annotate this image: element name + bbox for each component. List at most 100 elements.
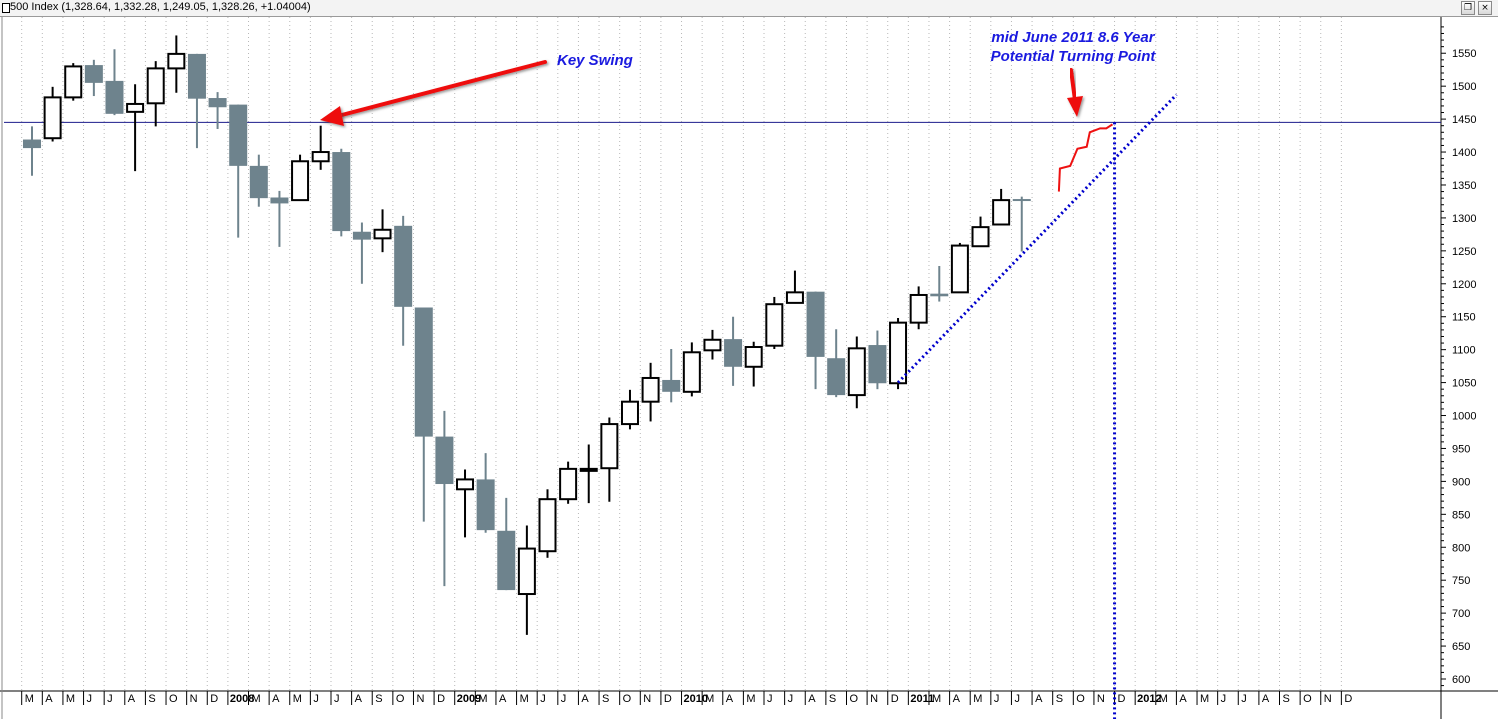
x-tick-label: O bbox=[1076, 693, 1085, 705]
candle-body bbox=[249, 165, 268, 199]
x-tick-label: A bbox=[499, 693, 507, 705]
x-tick-label: M bbox=[932, 693, 941, 705]
x-tick-label: J bbox=[87, 693, 93, 705]
x-tick-label: J bbox=[994, 693, 1000, 705]
x-tick-label: A bbox=[1262, 693, 1270, 705]
x-tick-label: D bbox=[1118, 693, 1126, 705]
x-tick-label: M bbox=[973, 693, 982, 705]
x-tick-label: M bbox=[705, 693, 714, 705]
key-swing-arrow bbox=[336, 60, 547, 118]
y-tick-label: 600 bbox=[1452, 674, 1470, 686]
x-tick-label: A bbox=[953, 693, 961, 705]
y-tick-label: 1050 bbox=[1452, 378, 1476, 390]
y-tick-label: 950 bbox=[1452, 443, 1470, 455]
x-tick-label: D bbox=[1344, 693, 1352, 705]
candle-body bbox=[497, 530, 516, 591]
x-tick-label: N bbox=[1324, 693, 1332, 705]
x-tick-label: J bbox=[1241, 693, 1247, 705]
x-tick-label: A bbox=[272, 693, 280, 705]
turning-point-arrowhead bbox=[1067, 96, 1083, 117]
y-tick-label: 1400 bbox=[1452, 147, 1476, 159]
turning-point-label-line1: mid June 2011 8.6 Year bbox=[991, 29, 1155, 46]
x-tick-label: D bbox=[437, 693, 445, 705]
x-tick-label: A bbox=[726, 693, 734, 705]
x-tick-label: M bbox=[478, 693, 487, 705]
series-swatch-icon bbox=[2, 3, 10, 13]
x-tick-label: J bbox=[788, 693, 794, 705]
candle-body bbox=[146, 67, 165, 105]
series-title: 500 Index (1,328.64, 1,332.28, 1,249.05,… bbox=[10, 1, 311, 13]
y-tick-label: 1500 bbox=[1452, 81, 1476, 93]
candle-body bbox=[373, 228, 392, 240]
candle-body bbox=[352, 231, 371, 240]
candle-body bbox=[208, 98, 227, 108]
candle-body bbox=[311, 151, 330, 163]
candle-body bbox=[559, 467, 578, 501]
x-tick-label: J bbox=[767, 693, 773, 705]
candle-body bbox=[950, 244, 969, 294]
candle-body bbox=[662, 379, 681, 392]
x-tick-label: O bbox=[169, 693, 178, 705]
candle-body bbox=[332, 152, 351, 232]
x-tick-label: D bbox=[891, 693, 899, 705]
x-tick-label: N bbox=[1097, 693, 1105, 705]
title-bar: 500 Index (1,328.64, 1,332.28, 1,249.05,… bbox=[0, 0, 1498, 17]
x-tick-label: O bbox=[623, 693, 632, 705]
candle-body bbox=[827, 358, 846, 396]
close-window-button[interactable]: × bbox=[1478, 1, 1492, 15]
x-tick-label: A bbox=[1035, 693, 1043, 705]
x-tick-label: M bbox=[1159, 693, 1168, 705]
candle-body bbox=[167, 52, 186, 70]
restore-window-button[interactable]: ❐ bbox=[1461, 1, 1475, 15]
x-tick-label: S bbox=[375, 693, 382, 705]
x-tick-label: D bbox=[210, 693, 218, 705]
x-tick-label: A bbox=[45, 693, 53, 705]
key-swing-arrowhead bbox=[320, 106, 344, 126]
x-tick-label: J bbox=[540, 693, 546, 705]
y-tick-label: 800 bbox=[1452, 542, 1470, 554]
x-tick-label: M bbox=[293, 693, 302, 705]
x-tick-label: J bbox=[313, 693, 319, 705]
x-tick-label: A bbox=[808, 693, 816, 705]
x-tick-label: J bbox=[1014, 693, 1020, 705]
candle-body bbox=[43, 96, 62, 140]
x-tick-label: S bbox=[1056, 693, 1063, 705]
y-tick-label: 650 bbox=[1452, 641, 1470, 653]
y-tick-label: 750 bbox=[1452, 575, 1470, 587]
candle-body bbox=[806, 291, 825, 357]
candle-body bbox=[785, 291, 804, 304]
candle-body bbox=[847, 347, 866, 397]
y-tick-label: 1200 bbox=[1452, 279, 1476, 291]
y-tick-label: 900 bbox=[1452, 476, 1470, 488]
candle-body bbox=[579, 467, 598, 472]
x-tick-label: N bbox=[190, 693, 198, 705]
x-tick-label: J bbox=[1221, 693, 1227, 705]
candle-body bbox=[64, 65, 83, 99]
candle-body bbox=[84, 65, 103, 83]
candle-body bbox=[703, 338, 722, 352]
candle-body bbox=[930, 293, 949, 297]
candle-body bbox=[765, 303, 784, 347]
x-tick-label: S bbox=[148, 693, 155, 705]
candle-body bbox=[744, 346, 763, 368]
x-tick-label: J bbox=[561, 693, 567, 705]
candle-body bbox=[889, 321, 908, 385]
x-tick-label: M bbox=[520, 693, 529, 705]
x-tick-label: S bbox=[1283, 693, 1290, 705]
candle-body bbox=[1012, 199, 1031, 202]
y-tick-label: 1250 bbox=[1452, 246, 1476, 258]
candle-body bbox=[187, 53, 206, 99]
y-tick-label: 1000 bbox=[1452, 411, 1476, 423]
turning-point-arrow bbox=[1069, 68, 1077, 102]
y-tick-label: 700 bbox=[1452, 608, 1470, 620]
x-tick-label: A bbox=[355, 693, 363, 705]
candle-body bbox=[456, 478, 475, 491]
candle-body bbox=[229, 104, 248, 166]
x-tick-label: A bbox=[128, 693, 136, 705]
candle-body bbox=[476, 479, 495, 531]
x-tick-label: S bbox=[829, 693, 836, 705]
x-tick-label: 2011 bbox=[910, 693, 934, 705]
x-tick-label: A bbox=[1179, 693, 1187, 705]
